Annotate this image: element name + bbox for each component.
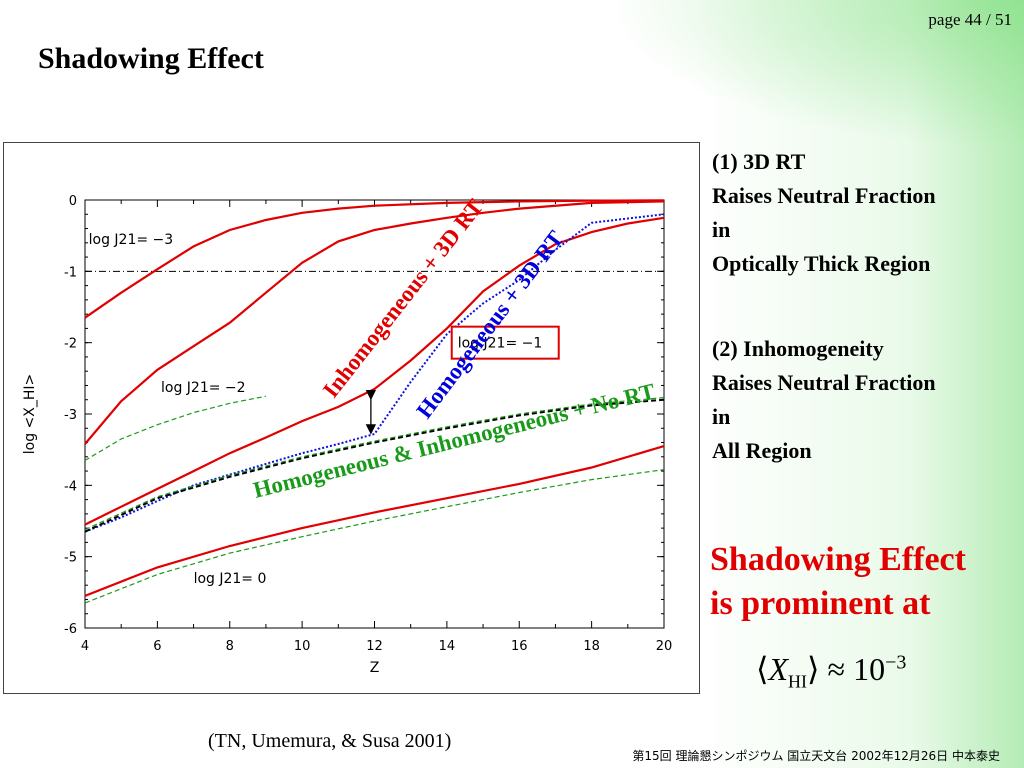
- note-line: All Region: [712, 434, 936, 468]
- note-line: in: [712, 400, 936, 434]
- note-3d-rt: (1) 3D RT Raises Neutral Fraction in Opt…: [712, 145, 936, 281]
- formula-subscript: HI: [788, 671, 807, 691]
- note-line: Optically Thick Region: [712, 247, 936, 281]
- y-tick-label: -5: [64, 551, 77, 566]
- formula-bracket: ⟨: [756, 651, 768, 687]
- x-tick-label: 6: [153, 639, 161, 654]
- y-tick-label: -4: [64, 479, 77, 494]
- region-label: log J21= −3: [89, 232, 174, 248]
- emphasis-text: Shadowing Effect is prominent at: [710, 538, 966, 626]
- formula-approx: ≈ 10: [828, 651, 886, 687]
- formula-exponent: −3: [885, 651, 906, 673]
- y-axis-label: log <X_HI>: [22, 374, 38, 455]
- note-line: Raises Neutral Fraction: [712, 366, 936, 400]
- footer: 第15回 理論懇シンポジウム 国立天文台 2002年12月26日 中本泰史: [632, 747, 1000, 764]
- x-tick-label: 10: [294, 639, 311, 654]
- y-tick-label: -1: [64, 265, 77, 280]
- note-line: (2) Inhomogeneity: [712, 332, 936, 366]
- formula-bracket: ⟩: [807, 651, 819, 687]
- x-tick-label: 4: [81, 639, 89, 654]
- x-tick-label: 12: [366, 639, 383, 654]
- x-tick-label: 20: [656, 639, 673, 654]
- x-axis-label: Z: [370, 660, 380, 676]
- citation: (TN, Umemura, & Susa 2001): [208, 730, 451, 753]
- x-tick-label: 14: [439, 639, 456, 654]
- formula: ⟨XHI⟩ ≈ 10−3: [756, 650, 906, 692]
- series-line-green-dash: [85, 470, 664, 603]
- note-inhomogeneity: (2) Inhomogeneity Raises Neutral Fractio…: [712, 332, 936, 468]
- page-number: page 44 / 51: [928, 10, 1012, 30]
- slide-title: Shadowing Effect: [38, 42, 264, 76]
- series-line-red: [85, 218, 664, 525]
- note-line: in: [712, 213, 936, 247]
- x-tick-label: 18: [583, 639, 600, 654]
- emphasis-line: is prominent at: [710, 582, 966, 626]
- annotation-no-rt: Homogeneous & Inhomogeneous + No RT: [251, 379, 658, 503]
- y-tick-label: -6: [64, 622, 77, 637]
- y-tick-label: -3: [64, 408, 77, 423]
- x-tick-label: 16: [511, 639, 528, 654]
- series-line-blue-dot: [85, 214, 664, 531]
- region-label: log J21= −2: [161, 380, 246, 396]
- x-tick-label: 8: [226, 639, 234, 654]
- emphasis-line: Shadowing Effect: [710, 538, 966, 582]
- y-tick-label: 0: [69, 194, 77, 209]
- y-tick-label: -2: [64, 337, 77, 352]
- series-line-green-dash: [85, 396, 266, 460]
- formula-variable: X: [768, 651, 788, 687]
- series-line-red: [85, 200, 664, 317]
- note-line: (1) 3D RT: [712, 145, 936, 179]
- note-line: Raises Neutral Fraction: [712, 179, 936, 213]
- region-label: log J21= 0: [194, 571, 267, 587]
